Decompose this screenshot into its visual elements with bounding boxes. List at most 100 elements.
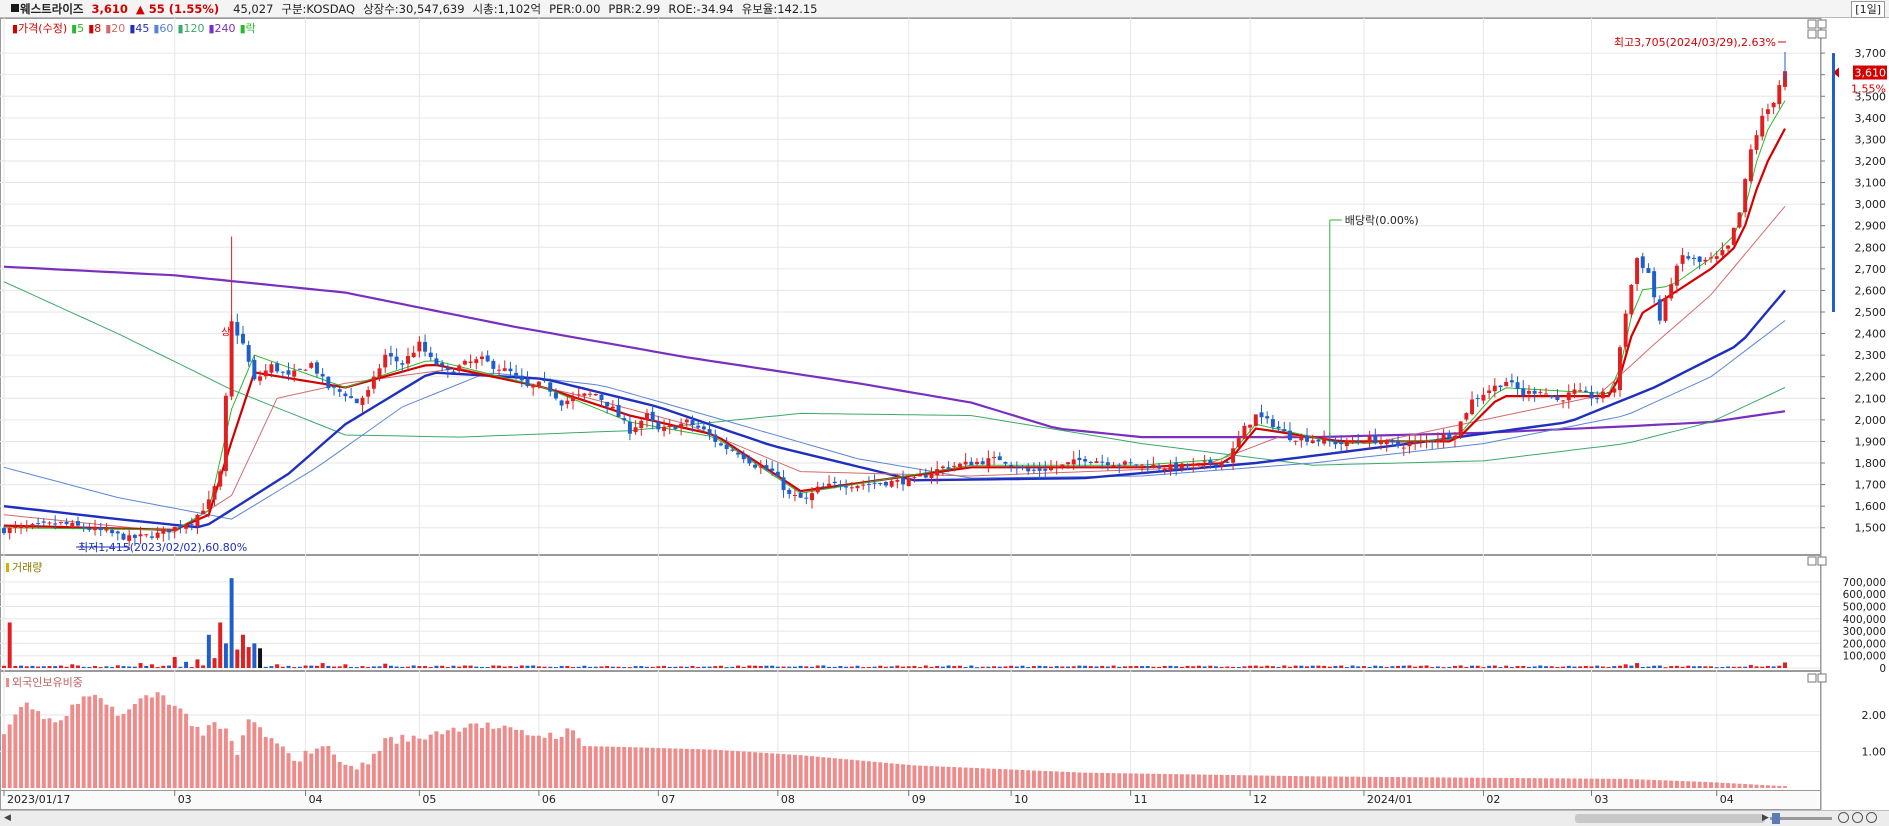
- volume-bar: [1635, 663, 1640, 668]
- volume-bar: [1396, 665, 1401, 668]
- candle-body: [895, 479, 900, 482]
- panel-close-button[interactable]: [1817, 556, 1827, 566]
- volume-bar: [582, 665, 587, 668]
- candle-body: [1618, 347, 1622, 391]
- foreign-ownership-bar: [286, 753, 291, 788]
- volume-bar: [1731, 666, 1736, 668]
- foreign-ownership-bar: [747, 751, 752, 788]
- zoom-out-icon[interactable]: [1838, 812, 1849, 823]
- legend-entry: ▮20: [105, 22, 125, 35]
- candle-body: [1691, 257, 1696, 259]
- volume-bar: [576, 666, 581, 668]
- volume-bar: [1151, 666, 1156, 668]
- foreign-ownership-bar: [19, 706, 24, 788]
- zoom-reset-icon[interactable]: [1866, 812, 1877, 823]
- volume-bar: [1748, 664, 1753, 668]
- candle-body: [1600, 391, 1605, 399]
- volume-bar: [1003, 666, 1008, 668]
- zoom-in-icon[interactable]: [1852, 812, 1863, 823]
- candle-body: [1117, 464, 1122, 466]
- candle-body: [462, 360, 467, 365]
- candle-body: [178, 524, 183, 528]
- candle-body: [519, 375, 524, 381]
- price-tick-label: 2,900: [1855, 220, 1887, 233]
- foreign-ownership-bar: [1196, 774, 1201, 788]
- volume-bar: [553, 667, 558, 669]
- zoom-slider-knob[interactable]: [1772, 813, 1780, 824]
- foreign-ownership-bar: [952, 767, 957, 788]
- candle-body: [1157, 466, 1162, 469]
- candle-body: [434, 358, 439, 365]
- foreign-ownership-bar: [1783, 786, 1787, 788]
- candle-body: [1583, 390, 1588, 392]
- volume-bar: [1538, 665, 1543, 668]
- date-tick-label: 12: [1253, 793, 1267, 806]
- foreign-ownership-bar: [110, 706, 115, 788]
- candle-body: [258, 376, 263, 381]
- candle-body: [53, 523, 58, 525]
- candle-body: [963, 461, 968, 465]
- panel-close-button[interactable]: [1817, 673, 1827, 683]
- foreign-ownership-bar: [798, 755, 803, 788]
- listed-shares: 상장수:30,547,639: [363, 1, 465, 16]
- volume-bar: [616, 666, 621, 668]
- stock-chart[interactable]: 3,7003,6003,5003,4003,3003,2003,1003,000…: [0, 18, 1889, 810]
- foreign-ownership-bar: [115, 715, 120, 788]
- volume-bar: [548, 666, 553, 668]
- volume-tick-label: 100,000: [1843, 651, 1886, 663]
- volume-bar: [1054, 666, 1059, 668]
- foreign-ownership-bar: [167, 704, 171, 788]
- candle-body: [940, 466, 945, 469]
- volume-bar: [377, 666, 382, 668]
- menu-square-icon[interactable]: [11, 4, 19, 12]
- foreign-ownership-bar: [377, 750, 382, 788]
- date-tick-label: 10: [1014, 793, 1028, 806]
- high-price-annotation: 최고3,705(2024/03/29),2.63%: [1614, 36, 1776, 49]
- market-type: 구분:KOSDAQ: [281, 1, 356, 16]
- zoom-slider-track[interactable]: [1770, 817, 1832, 820]
- panel-maximize-button[interactable]: [1807, 19, 1817, 29]
- volume-bar: [1026, 666, 1031, 668]
- candle-body: [764, 465, 769, 470]
- foreign-ownership-bar: [1265, 775, 1270, 788]
- candle-body: [24, 526, 29, 528]
- legend-entry: ▮락: [240, 22, 256, 35]
- scroll-right-arrow-icon[interactable]: ▶: [1762, 813, 1769, 823]
- foreign-ownership-bar: [918, 765, 923, 788]
- price-tick-label: 2,400: [1855, 328, 1887, 341]
- scroll-thumb[interactable]: [1575, 814, 1765, 823]
- foreign-ownership-bar: [1014, 769, 1019, 788]
- foreign-ownership-bar: [997, 769, 1002, 788]
- foreign-ownership-bar: [827, 757, 832, 788]
- candle-body: [548, 382, 553, 392]
- foreign-ownership-bar: [1509, 778, 1514, 788]
- volume-bar: [1578, 666, 1583, 668]
- candle-body: [662, 426, 667, 431]
- foreign-ownership-bar: [1669, 780, 1674, 788]
- foreign-ownership-bar: [1066, 771, 1071, 788]
- volume-bar: [1225, 666, 1230, 668]
- panel-maximize-button[interactable]: [1807, 673, 1817, 683]
- panel-maximize-button[interactable]: [1807, 29, 1817, 39]
- volume-bar: [81, 666, 86, 668]
- price-panel-buttons[interactable]: [1807, 19, 1827, 683]
- panel-maximize-button[interactable]: [1807, 556, 1817, 566]
- scrollbar[interactable]: ◀ ▶: [0, 810, 1889, 826]
- panel-close-button[interactable]: [1817, 29, 1827, 39]
- scroll-left-arrow-icon[interactable]: ◀: [4, 813, 11, 823]
- candle-body: [861, 484, 866, 486]
- foreign-ownership-bar: [866, 761, 871, 788]
- foreign-ownership-bar: [1680, 781, 1685, 788]
- panel-close-button[interactable]: [1817, 19, 1827, 29]
- candle-body: [1145, 466, 1150, 469]
- foreign-ownership-bar: [576, 738, 581, 788]
- volume-bar: [1407, 665, 1412, 668]
- foreign-ownership-bar: [1407, 777, 1412, 788]
- foreign-ownership-bar: [599, 746, 604, 788]
- foreign-ownership-bar: [883, 762, 888, 788]
- candle-body: [1464, 413, 1469, 420]
- candle-body: [184, 524, 189, 529]
- candle-body: [64, 521, 69, 525]
- volume-bar: [514, 666, 519, 668]
- period-selector-button[interactable]: [1일]: [1851, 1, 1885, 18]
